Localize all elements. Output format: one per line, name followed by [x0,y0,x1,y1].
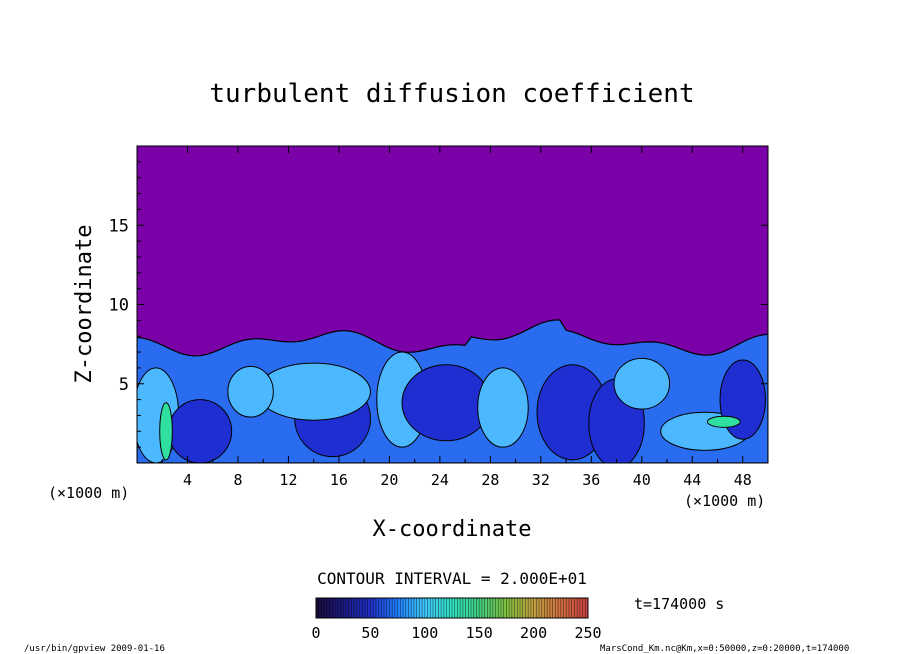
colorbar-tick-label: 200 [520,624,547,642]
heatmap-field [137,319,768,463]
footer-right: MarsCond_Km.nc@Km,x=0:50000,z=0:20000,t=… [600,644,849,654]
x-unit-label-right: (×1000 m) [684,492,765,510]
y-tick-label: 5 [119,375,129,395]
turbulent-cell [613,357,671,410]
x-tick-label: 40 [633,471,651,489]
colorbar-frame [315,597,589,619]
x-unit-label-left: (×1000 m) [48,484,129,502]
x-tick-label: 28 [481,471,499,489]
colorbar-tick-label: 250 [574,624,601,642]
y-tick-label: 15 [109,216,129,236]
turbulent-cell [159,402,173,461]
colorbar-tick-label: 150 [466,624,493,642]
colorbar-tick-label: 50 [361,624,379,642]
x-tick-label: 4 [183,471,192,489]
colorbar: 0 50 100 150 200 250 [311,597,602,642]
time-label: t=174000 s [634,595,724,613]
x-tick-label: 48 [734,471,752,489]
contour-interval-label: CONTOUR INTERVAL = 2.000E+01 [317,569,587,588]
colorbar-tick-label: 0 [311,624,320,642]
x-tick-label: 36 [582,471,600,489]
x-tick-label: 20 [380,471,398,489]
x-axis: 4 8 12 16 20 24 28 32 36 40 44 48 [161,146,752,489]
turbulent-cell [168,399,233,463]
x-axis-label: X-coordinate [373,517,532,542]
x-tick-label: 32 [532,471,550,489]
chart-title: turbulent diffusion coefficient [209,79,694,109]
x-tick-label: 12 [279,471,297,489]
turbulent-cell [227,365,274,418]
y-axis: 5 10 15 [109,161,768,448]
colorbar-ticks: 0 50 100 150 200 250 [311,624,601,642]
x-tick-label: 16 [330,471,348,489]
turbulent-cell [256,362,371,421]
x-tick-label: 44 [683,471,701,489]
x-tick-label: 8 [233,471,242,489]
y-axis-label: Z-coordinate [72,225,97,384]
turbulent-cell [477,367,529,448]
y-tick-label: 10 [109,296,129,316]
x-tick-label: 24 [431,471,449,489]
turbulent-cell [706,415,741,428]
colorbar-contour-lines [318,598,586,618]
footer-left: /usr/bin/gpview 2009-01-16 [24,644,165,654]
turbulent-cell [401,364,491,442]
colorbar-tick-label: 100 [411,624,438,642]
